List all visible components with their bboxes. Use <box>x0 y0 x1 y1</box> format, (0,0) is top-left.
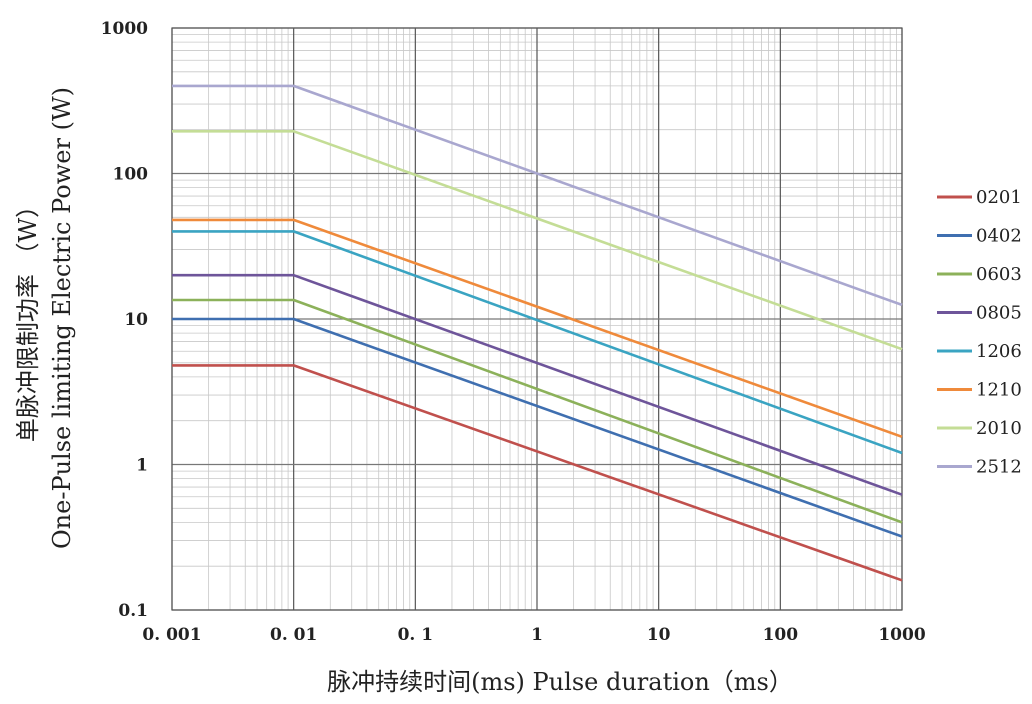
y-tick-label: 1 <box>136 456 148 476</box>
legend: 0201 0402 0603 0805 1206 1210 2010 2512 <box>937 187 1022 478</box>
series-line-2512 <box>172 84 903 307</box>
legend-label-1210: 1210 <box>976 380 1022 401</box>
x-axis-title: 脉冲持续时间(ms) Pulse duration（ms） <box>327 668 793 696</box>
x-tick-label: 100 <box>763 625 799 645</box>
x-tick-label: 10 <box>647 625 671 645</box>
series-line-1206 <box>172 230 903 455</box>
y-tick-label: 10 <box>124 310 148 330</box>
series-line-0603 <box>172 298 903 524</box>
y-axis-ticks: 0.1 1 10 100 1000 <box>101 19 148 621</box>
legend-label-0603: 0603 <box>976 264 1022 285</box>
y-tick-label: 0.1 <box>118 601 148 621</box>
legend-label-0201: 0201 <box>976 187 1022 208</box>
x-axis-ticks: 0. 001 0. 01 0. 1 1 10 100 1000 <box>142 625 925 645</box>
series-line-0201 <box>172 364 903 582</box>
y-axis-title-cn: 单脉冲限制功率 （W） <box>14 194 42 442</box>
y-axis-title-en: One-Pulse limiting Electric Power (W) <box>48 87 76 549</box>
series-line-1210 <box>172 218 903 439</box>
series-line-0805 <box>172 273 903 496</box>
legend-label-2512: 2512 <box>976 457 1022 478</box>
x-tick-label: 1000 <box>878 625 925 645</box>
legend-label-2010: 2010 <box>976 418 1022 439</box>
series-lines <box>172 84 903 582</box>
x-tick-label: 0. 01 <box>270 625 317 645</box>
legend-label-0402: 0402 <box>976 226 1022 247</box>
legend-label-0805: 0805 <box>976 303 1022 324</box>
x-tick-label: 0. 1 <box>398 625 434 645</box>
x-tick-label: 1 <box>531 625 543 645</box>
series-line-0402 <box>172 317 903 538</box>
x-tick-label: 0. 001 <box>142 625 201 645</box>
y-tick-label: 100 <box>113 165 149 185</box>
y-tick-label: 1000 <box>101 19 148 39</box>
series-line-2010 <box>172 130 903 351</box>
legend-label-1206: 1206 <box>976 341 1022 362</box>
